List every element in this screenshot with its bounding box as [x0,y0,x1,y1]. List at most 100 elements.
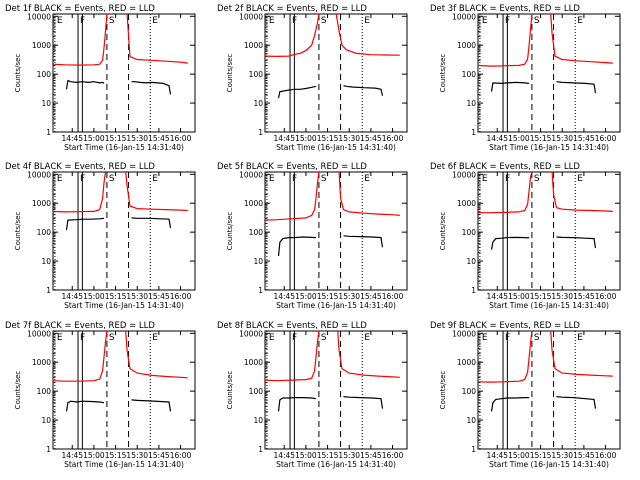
series-line-events [556,236,597,249]
x-tick-label: 16:00 [170,292,192,301]
series-line-lld [52,13,108,66]
y-axis-label: Counts/sec [226,212,234,251]
y-axis-label: Counts/sec [439,212,447,251]
series-line-events [65,400,105,412]
event-marker-label: S [109,333,115,343]
chart-panel-8: Det 8f BLACK = Events, RED = LLD 1 10 100 10… [217,321,408,469]
x-axis-label: Start Time (16-Jan-15 14:31:40) [64,143,184,152]
event-marker-label: S [534,333,540,343]
x-tick-label: 15:00 [508,134,530,143]
event-marker-label: E [482,333,488,343]
x-tick-label: 16:00 [382,451,404,460]
y-tick-label: 1000 [457,199,476,208]
x-tick-label: 15:00 [83,292,105,301]
series-line-lld [338,171,400,216]
y-tick-label: 10000 [452,329,476,338]
y-tick-label: 10 [253,99,263,108]
y-tick-label: 1000 [244,41,263,50]
x-tick-label: 15:45 [148,134,170,143]
chart-panel-9: Det 9f BLACK = Events, RED = LLD 1 10 100 10… [430,321,621,469]
x-axis-label: Start Time (16-Jan-15 14:31:40) [64,301,184,310]
chart-panel-7: Det 7f BLACK = Events, RED = LLD 1 10 100 10… [5,321,196,469]
series-line-events [343,235,384,248]
x-tick-label: 14:45 [273,134,295,143]
x-tick-label: 15:15 [530,292,552,301]
x-tick-label: 15:45 [573,292,595,301]
y-tick-label: 10000 [27,12,51,21]
chart-panel-6: Det 6f BLACK = Events, RED = LLD 1 10 100 10… [430,162,621,310]
x-tick-label: 16:00 [170,451,192,460]
x-tick-label: 14:45 [61,292,83,301]
x-axis-label: Start Time (16-Jan-15 14:31:40) [276,301,396,310]
event-marker-label: E [269,16,275,26]
x-tick-label: 15:30 [338,451,360,460]
y-tick-label: 1 [471,128,476,137]
event-marker-label: E [364,174,370,184]
y-tick-label: 10 [41,416,51,425]
chart-title: Det 3f BLACK = Events, RED = LLD [430,4,580,14]
series-line-events [131,399,172,412]
y-tick-label: 100 [462,70,477,79]
y-tick-label: 100 [462,228,477,237]
y-tick-label: 10 [253,416,263,425]
series-line-events [131,217,172,229]
x-tick-label: 15:00 [295,451,317,460]
y-tick-label: 100 [37,387,52,396]
y-tick-label: 1000 [32,199,51,208]
x-tick-label: 15:30 [551,292,573,301]
y-tick-label: 100 [462,387,477,396]
series-line-events [277,85,317,99]
series-line-lld [52,330,108,382]
chart-title: Det 6f BLACK = Events, RED = LLD [430,162,580,172]
x-axis-label: Start Time (16-Jan-15 14:31:40) [276,460,396,469]
series-line-lld [126,13,188,64]
x-tick-label: 16:00 [595,134,617,143]
x-tick-label: 15:30 [126,451,148,460]
series-line-lld [478,171,533,214]
x-tick-label: 15:30 [338,292,360,301]
series-line-lld [264,13,320,58]
x-tick-label: 15:45 [148,292,170,301]
y-tick-label: 1 [258,128,263,137]
series-line-events [556,81,597,94]
event-marker-label: E [269,174,275,184]
y-tick-label: 1000 [32,41,51,50]
y-tick-label: 1 [46,128,51,137]
event-marker-label: E [57,16,63,26]
chart-title: Det 2f BLACK = Events, RED = LLD [217,4,367,14]
chart-panel-1: Det 1f BLACK = Events, RED = LLD 1 10 100 10… [5,4,196,152]
x-tick-label: 15:15 [530,451,552,460]
plot-frame [52,171,196,291]
x-tick-label: 15:15 [105,451,127,460]
x-tick-label: 16:00 [382,134,404,143]
x-tick-label: 15:15 [105,134,127,143]
x-tick-label: 15:15 [530,134,552,143]
y-tick-label: 1 [258,286,263,295]
plot-frame [477,13,621,133]
x-tick-label: 15:00 [508,292,530,301]
x-axis-label: Start Time (16-Jan-15 14:31:40) [489,143,609,152]
x-tick-label: 15:15 [317,134,339,143]
y-tick-label: 1000 [244,199,263,208]
plot-frame [264,330,408,450]
x-tick-label: 14:45 [61,134,83,143]
series-line-events [490,81,530,92]
x-tick-label: 15:15 [105,292,127,301]
x-tick-label: 15:45 [360,292,382,301]
y-tick-label: 10000 [27,329,51,338]
chart-title: Det 5f BLACK = Events, RED = LLD [217,162,367,172]
event-marker-label: E [269,333,275,343]
event-marker-label: S [534,174,540,184]
y-tick-label: 10 [466,257,476,266]
x-axis-label: Start Time (16-Jan-15 14:31:40) [489,460,609,469]
chart-panel-4: Det 4f BLACK = Events, RED = LLD 1 10 100 10… [5,162,196,310]
x-tick-label: 14:45 [486,451,508,460]
y-axis-label: Counts/sec [226,54,234,93]
y-tick-label: 10 [253,257,263,266]
y-tick-label: 1000 [244,358,263,367]
chart-title: Det 1f BLACK = Events, RED = LLD [5,4,155,14]
series-line-events [65,79,105,90]
plot-frame [52,13,196,133]
x-tick-label: 14:45 [273,292,295,301]
series-line-lld [52,171,107,213]
